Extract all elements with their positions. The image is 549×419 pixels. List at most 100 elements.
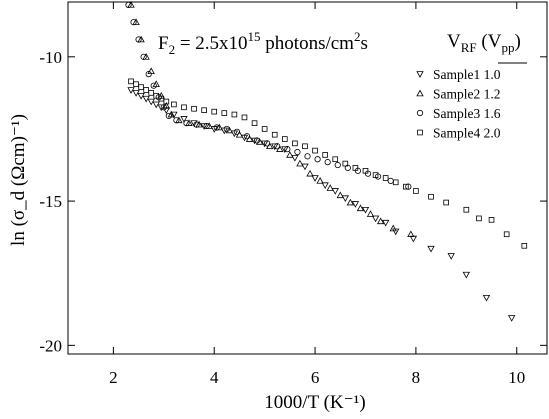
legend-title-subscript: RF	[461, 40, 477, 55]
data-point	[203, 122, 210, 130]
data-point	[508, 315, 516, 322]
data-point	[221, 110, 228, 116]
data-point	[153, 92, 160, 99]
data-point	[341, 195, 349, 203]
data-point	[306, 169, 314, 177]
data-point	[163, 98, 170, 105]
data-point	[181, 104, 187, 111]
x-tick-label: 8	[412, 368, 421, 387]
legend-marker	[416, 71, 424, 78]
data-point	[137, 35, 145, 43]
data-point	[250, 137, 259, 145]
data-point	[180, 116, 188, 123]
data-point	[351, 201, 360, 208]
data-point	[428, 193, 434, 200]
data-point	[150, 82, 157, 89]
legend-title-symbol: V	[447, 31, 461, 52]
data-point	[223, 125, 230, 133]
data-point	[264, 140, 271, 147]
data-point	[407, 230, 415, 238]
data-point	[311, 175, 319, 182]
data-point	[251, 120, 258, 126]
data-point	[195, 120, 203, 128]
data-point	[447, 253, 455, 260]
data-point	[462, 271, 471, 279]
plot-frame	[67, 1, 548, 355]
annotation-unit-exponent: 2	[354, 29, 361, 44]
data-point	[143, 87, 149, 93]
data-point	[261, 126, 268, 132]
axis-ticks: 2 4 6 8 10 -10 -15 -20	[39, 2, 547, 387]
data-point	[463, 206, 470, 213]
series-3	[125, 1, 412, 190]
data-point	[331, 188, 339, 195]
data-point	[205, 122, 213, 129]
data-point	[362, 167, 369, 174]
data-point	[294, 148, 301, 156]
data-point	[316, 177, 324, 184]
data-point	[271, 131, 278, 138]
data-point	[241, 114, 248, 121]
data-point	[158, 95, 165, 102]
data-point	[125, 1, 132, 8]
x-tick-label: 6	[311, 368, 320, 387]
data-point	[274, 143, 281, 150]
data-point	[443, 199, 449, 206]
data-point	[352, 165, 359, 171]
data-point	[372, 172, 379, 178]
annotation-exponent: 15	[248, 29, 261, 44]
data-point	[231, 111, 238, 118]
data-point	[201, 107, 207, 113]
data-point	[160, 104, 167, 111]
legend-marker	[417, 129, 423, 136]
legend-title-unit: (V	[477, 31, 502, 52]
annotation-value: = 2.5x10	[175, 33, 247, 54]
data-point	[342, 160, 349, 167]
data-point	[225, 126, 234, 134]
data-point	[312, 147, 318, 154]
data-point	[389, 224, 397, 232]
data-point	[392, 179, 399, 186]
data-point	[301, 163, 309, 171]
data-point	[366, 210, 375, 217]
data-point	[332, 156, 339, 163]
data-point	[392, 228, 400, 236]
data-point	[291, 155, 299, 162]
legend-title-unit-subscript: pp	[501, 40, 514, 55]
annotation-subscript: 2	[169, 42, 176, 57]
legend-title: VRF (Vpp)	[447, 31, 521, 55]
data-point	[521, 243, 528, 249]
data-point	[284, 146, 291, 153]
data-point	[427, 245, 435, 253]
data-point	[334, 161, 341, 169]
data-point	[132, 18, 140, 25]
x-axis-title: 1000/T (K⁻¹)	[264, 392, 365, 413]
data-point	[140, 53, 147, 60]
annotation-symbol: F	[158, 33, 169, 54]
data-point	[321, 182, 329, 190]
flux-annotation: F2 = 2.5x1015 photons/cm2s	[158, 29, 368, 57]
data-point	[371, 215, 380, 223]
data-point	[314, 156, 321, 163]
legend-entry: Sample1 1.0	[433, 67, 501, 82]
data-point	[403, 183, 409, 190]
x-tick-label: 4	[210, 368, 219, 387]
data-point	[213, 124, 220, 131]
data-point	[381, 219, 390, 227]
data-point	[292, 140, 298, 147]
data-points	[125, 1, 528, 322]
data-point	[135, 36, 142, 43]
data-point	[243, 133, 251, 140]
legend: Sample1 1.0 Sample2 1.2 Sample3 1.6 Sample4…	[416, 67, 501, 141]
x-tick-label: 2	[109, 368, 118, 387]
data-point	[193, 121, 200, 128]
data-point	[185, 119, 193, 126]
data-point	[138, 84, 144, 90]
data-point	[170, 111, 178, 119]
data-point	[255, 138, 264, 145]
legend-entry: Sample3 1.6	[433, 106, 501, 121]
data-point	[346, 198, 355, 206]
data-point	[133, 81, 139, 88]
legend-entry: Sample4 2.0	[433, 126, 501, 141]
data-point	[322, 152, 328, 158]
